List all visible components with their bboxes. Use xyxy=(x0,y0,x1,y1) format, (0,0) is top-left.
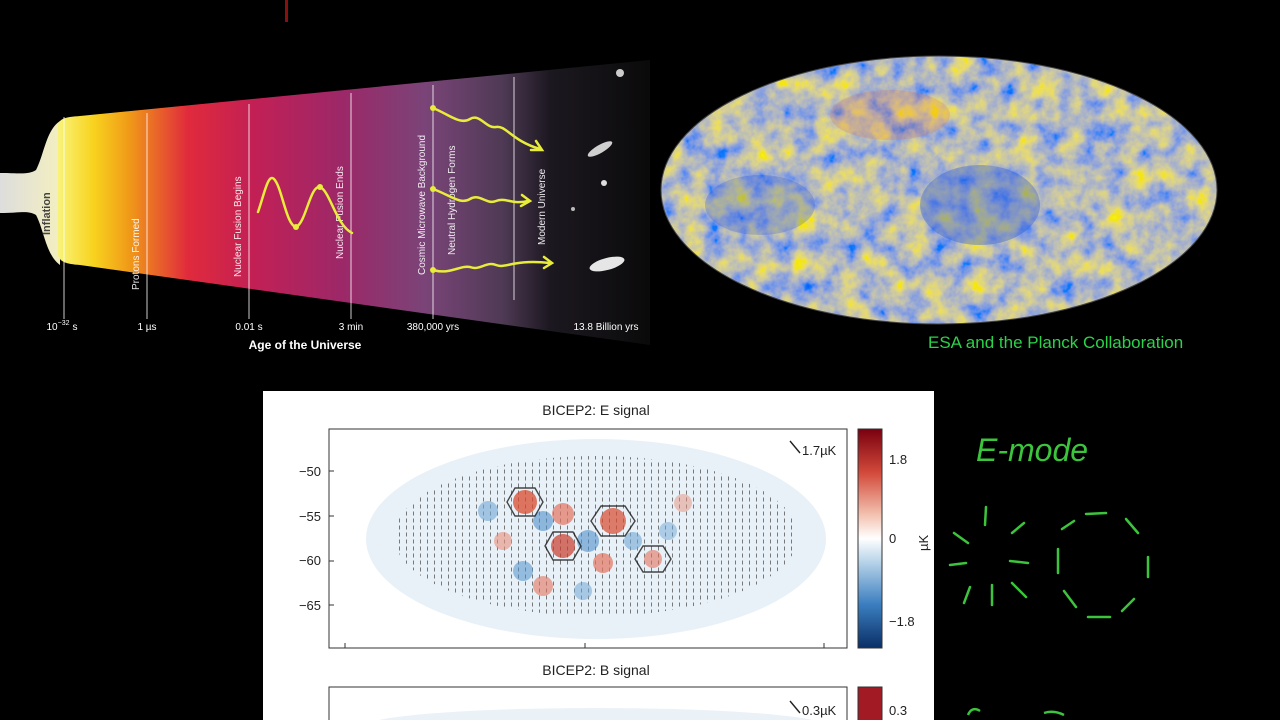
epoch-lines xyxy=(63,77,515,319)
b-colorbar xyxy=(857,686,883,720)
epoch-label-protons: Protons Formed xyxy=(131,218,142,290)
b-sketch-start xyxy=(966,707,981,716)
star-3 xyxy=(616,69,624,77)
wave-dots xyxy=(293,105,436,273)
e-y-tick-50: −50 xyxy=(299,464,321,479)
epoch-label-fusion-ends: Nuclear Fusion Ends xyxy=(335,166,346,259)
e-mode-sketch: E-mode xyxy=(948,432,1150,717)
epoch-label-modern: Modern Universe xyxy=(537,168,548,245)
e-colorbar xyxy=(857,428,883,649)
galaxy-2 xyxy=(589,256,625,272)
epoch-label-hydrogen: Neutral Hydrogen Forms xyxy=(447,146,458,255)
tick-label-001s: 0.01 s xyxy=(235,322,262,333)
b-cbar-tick-top: 0.3 xyxy=(889,703,907,718)
e-mode-rings xyxy=(506,487,672,573)
star-1 xyxy=(601,180,607,186)
e-y-tick-55: −55 xyxy=(299,509,321,524)
tick-label-3min: 3 min xyxy=(339,322,363,333)
e-mode-handwritten-label: E-mode xyxy=(976,432,1088,468)
bicep2-figure: BICEP2: E signal xyxy=(263,391,934,720)
light-wave-arrows xyxy=(256,106,555,273)
star-2 xyxy=(571,207,575,211)
timeline-axis-label: Age of the Universe xyxy=(249,338,362,352)
e-scale-note: 1.7µK xyxy=(802,443,837,458)
e-y-tick-65: −65 xyxy=(299,598,321,613)
universe-timeline: Inflation Protons Formed Nuclear Fusion … xyxy=(0,60,650,352)
e-y-tick-60: −60 xyxy=(299,553,321,568)
planck-cmb-map xyxy=(660,55,1218,325)
radial-pattern xyxy=(948,505,1030,607)
circular-pattern xyxy=(1056,511,1150,619)
epoch-label-inflation: Inflation xyxy=(41,192,53,235)
b-scale-note: 0.3µK xyxy=(802,703,837,718)
e-cbar-unit: µK xyxy=(916,535,931,551)
planck-credit: ESA and the Planck Collaboration xyxy=(928,333,1184,352)
e-cbar-tick-bottom: −1.8 xyxy=(889,614,915,629)
e-cbar-tick-top: 1.8 xyxy=(889,452,907,467)
tick-label-13-8bn: 13.8 Billion yrs xyxy=(573,322,638,333)
tick-label-planck-time: 10−32 s xyxy=(47,320,78,333)
epoch-label-cmb: Cosmic Microwave Background xyxy=(417,135,428,275)
bicep2-plots: BICEP2: E signal xyxy=(299,402,931,720)
pen-mark xyxy=(285,0,288,22)
epoch-label-fusion-begins: Nuclear Fusion Begins xyxy=(233,176,244,277)
e-panel-title: BICEP2: E signal xyxy=(542,402,649,418)
e-cbar-tick-zero: 0 xyxy=(889,531,896,546)
tick-label-1us: 1 µs xyxy=(137,322,156,333)
b-panel-title: BICEP2: B signal xyxy=(542,662,649,678)
b-sketch-start-2 xyxy=(1043,710,1065,717)
galaxy-1 xyxy=(587,141,613,157)
tick-label-380000: 380,000 yrs xyxy=(407,322,459,333)
